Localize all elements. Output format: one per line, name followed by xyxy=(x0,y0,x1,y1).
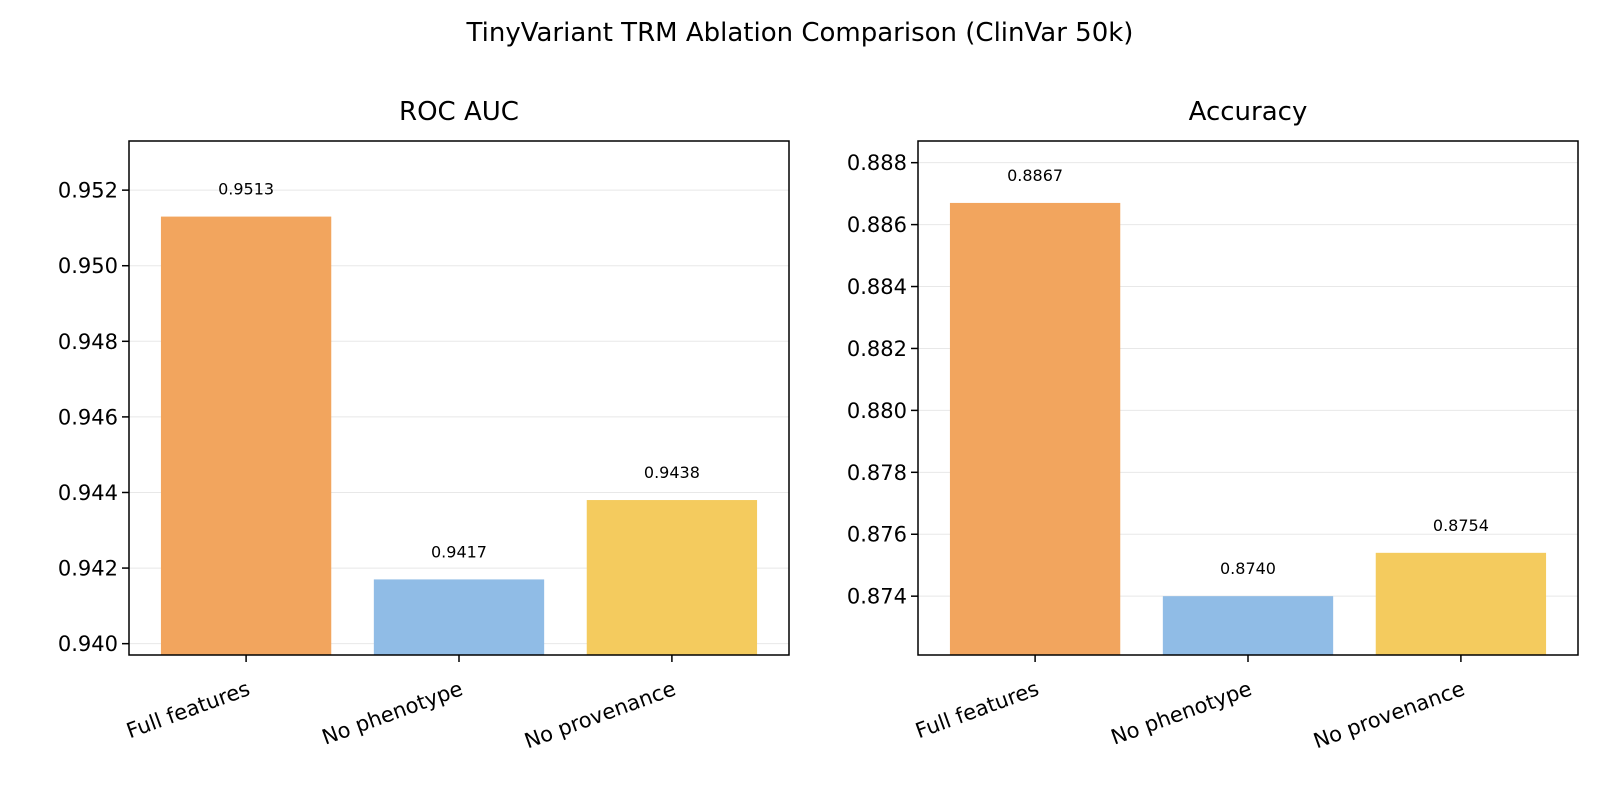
bar-no-provenance xyxy=(586,500,758,655)
bar-value-label: 0.9417 xyxy=(431,542,487,561)
y-tick-label: 0.880 xyxy=(847,399,907,423)
y-tick-label: 0.944 xyxy=(58,481,118,505)
y-tick-label: 0.950 xyxy=(58,254,118,278)
x-tick-label: Full features xyxy=(912,676,1042,743)
bar-full-features xyxy=(949,202,1121,655)
bar-value-label: 0.8867 xyxy=(1007,166,1063,185)
axes-frame xyxy=(917,140,1579,656)
y-tick-label: 0.940 xyxy=(58,632,118,656)
bar-value-label: 0.8740 xyxy=(1220,559,1276,578)
y-tick-label: 0.952 xyxy=(58,179,118,203)
axes-frame xyxy=(128,140,790,656)
bar-value-label: 0.9438 xyxy=(644,463,700,482)
x-tick-label: No phenotype xyxy=(319,676,466,749)
bar-no-provenance xyxy=(1375,552,1547,655)
bar-no-phenotype xyxy=(1162,596,1334,655)
bar-full-features xyxy=(160,216,332,655)
y-tick-label: 0.948 xyxy=(58,330,118,354)
y-tick-label: 0.946 xyxy=(58,405,118,429)
y-tick-label: 0.874 xyxy=(847,585,907,609)
bar-value-label: 0.9513 xyxy=(218,180,274,199)
y-tick-label: 0.942 xyxy=(58,557,118,581)
subplot-title: Accuracy xyxy=(1189,97,1308,127)
y-tick-label: 0.882 xyxy=(847,337,907,361)
x-tick-label: No provenance xyxy=(521,676,679,753)
y-tick-label: 0.878 xyxy=(847,461,907,485)
y-tick-label: 0.886 xyxy=(847,213,907,237)
accuracy-subplot: 0.874 0.876 0.878 0.880 0.882 0.884 0.886 0.888… xyxy=(847,97,1579,753)
x-tick-label: No provenance xyxy=(1310,676,1468,753)
figure-title: TinyVariant TRM Ablation Comparison (Cli… xyxy=(466,18,1134,48)
roc-auc-subplot: 0.940 0.942 0.944 0.946 0.948 0.950 0.952 0.951… xyxy=(58,97,790,753)
y-tick-label: 0.876 xyxy=(847,523,907,547)
bar-no-phenotype xyxy=(373,579,545,655)
subplot-title: ROC AUC xyxy=(399,97,519,127)
x-tick-label: Full features xyxy=(123,676,253,743)
x-tick-label: No phenotype xyxy=(1108,676,1255,749)
y-tick-label: 0.884 xyxy=(847,275,907,299)
bar-value-label: 0.8754 xyxy=(1433,516,1489,535)
y-tick-label: 0.888 xyxy=(847,151,907,175)
